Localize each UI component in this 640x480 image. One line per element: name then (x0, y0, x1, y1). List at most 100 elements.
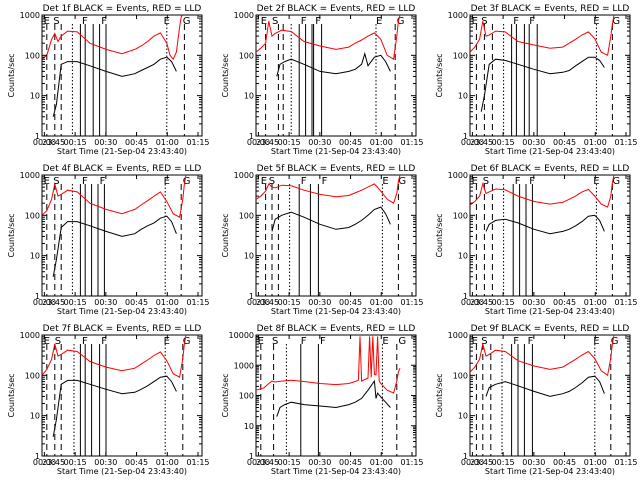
panel-title: Det 4f BLACK = Events, RED = LLD (43, 164, 202, 174)
panel-title: Det 2f BLACK = Events, RED = LLD (257, 4, 416, 14)
y-tick-label: 10 (458, 252, 468, 261)
x-tick-label: 01:15 (400, 458, 423, 467)
y-tick-label: 10 (458, 92, 468, 101)
y-tick-label: 100 (239, 392, 254, 401)
y-tick-label: 10000 (229, 331, 254, 340)
event-marker-label: F (101, 16, 107, 27)
x-axis-label: Start Time (21-Sep-04 23:43:40) (485, 467, 615, 476)
event-marker-label: E (164, 336, 170, 347)
event-marker-label: F (301, 336, 307, 347)
y-tick-label: 1000 (20, 171, 40, 180)
x-axis-label: Start Time (21-Sep-04 23:43:40) (485, 147, 615, 156)
events-rate-line (52, 215, 177, 277)
lld-rate-line (41, 14, 184, 61)
x-tick-label: 01:15 (400, 298, 423, 307)
y-tick-label: 10 (30, 92, 40, 101)
x-tick-label: 01:00 (370, 298, 393, 307)
event-marker-label: E (44, 16, 50, 27)
lld-rate-line (255, 336, 401, 394)
x-tick-label: 01:15 (186, 458, 209, 467)
y-tick-label: 100 (453, 371, 468, 380)
x-tick-label: 23:45 (470, 138, 493, 147)
events-rate-line (52, 375, 177, 437)
event-marker-label: G (183, 176, 191, 187)
event-marker-label: G (612, 176, 620, 187)
x-axis-label: Start Time (21-Sep-04 23:43:40) (57, 467, 187, 476)
x-tick-label: 00:15 (492, 458, 515, 467)
x-tick-label: 00:00 (461, 138, 484, 147)
x-tick-label: 00:00 (33, 138, 56, 147)
y-tick-label: 1000 (234, 171, 254, 180)
x-tick-label: 01:00 (584, 298, 607, 307)
x-tick-label: 00:30 (522, 138, 545, 147)
lld-rate-line (469, 14, 615, 57)
x-tick-label: 00:45 (339, 138, 362, 147)
plot-frame (41, 334, 203, 457)
x-tick-label: 00:15 (278, 458, 301, 467)
x-tick-label: 23:45 (42, 138, 65, 147)
y-tick-label: 1000 (234, 361, 254, 370)
y-tick-label: 100 (453, 51, 468, 60)
x-tick-label: 00:45 (553, 138, 576, 147)
y-tick-label: 1 (463, 452, 468, 461)
y-tick-label: 1 (463, 292, 468, 301)
x-tick-label: 01:15 (614, 298, 637, 307)
event-marker-label: F (529, 16, 535, 27)
event-marker-label: E (258, 336, 264, 347)
x-tick-label: 01:15 (400, 138, 423, 147)
event-marker-label: F (315, 16, 321, 27)
x-tick-label: 23:45 (470, 298, 493, 307)
x-tick-label: 01:15 (186, 298, 209, 307)
x-tick-label: 23:45 (42, 298, 65, 307)
event-marker-label: G (398, 336, 406, 347)
event-marker-label: E (44, 176, 50, 187)
x-tick-label: 23:45 (256, 458, 279, 467)
y-axis-label: Counts/sec (221, 53, 230, 97)
panel-title: Det 1f BLACK = Events, RED = LLD (43, 4, 202, 14)
event-marker-label: F (82, 16, 88, 27)
x-tick-label: 23:45 (256, 138, 279, 147)
x-tick-label: 00:00 (33, 458, 56, 467)
x-tick-label: 00:00 (461, 458, 484, 467)
plot-frame (41, 14, 203, 137)
event-marker-label: S (269, 176, 275, 187)
x-tick-label: 00:15 (64, 298, 87, 307)
x-tick-label: 00:00 (33, 298, 56, 307)
x-tick-label: 00:45 (125, 458, 148, 467)
event-marker-label: S (53, 16, 59, 27)
x-tick-label: 01:00 (156, 298, 179, 307)
x-tick-label: 00:00 (247, 298, 270, 307)
event-marker-label: E (472, 16, 478, 27)
events-rate-line (276, 379, 391, 417)
event-marker-label: E (164, 16, 170, 27)
event-marker-label: E (472, 176, 478, 187)
y-tick-label: 10 (30, 252, 40, 261)
event-marker-label: F (513, 16, 519, 27)
plot-frame (469, 174, 631, 297)
x-tick-label: 00:15 (492, 138, 515, 147)
x-tick-label: 01:00 (156, 458, 179, 467)
x-tick-label: 01:00 (370, 138, 393, 147)
event-marker-label: E (261, 16, 267, 27)
x-tick-label: 00:15 (278, 298, 301, 307)
x-tick-label: 00:30 (308, 138, 331, 147)
panel-title: Det 9f BLACK = Events, RED = LLD (471, 324, 630, 334)
panel-title: Det 5f BLACK = Events, RED = LLD (257, 164, 416, 174)
x-tick-label: 00:30 (308, 458, 331, 467)
x-tick-label: 00:15 (64, 458, 87, 467)
x-axis-label: Start Time (21-Sep-04 23:43:40) (57, 307, 187, 316)
panel-title: Det 8f BLACK = Events, RED = LLD (257, 324, 416, 334)
event-marker-label: S (53, 176, 59, 187)
x-axis-label: Start Time (21-Sep-04 23:43:40) (57, 147, 187, 156)
events-rate-line (52, 56, 177, 117)
x-axis-label: Start Time (21-Sep-04 23:43:40) (271, 467, 401, 476)
y-axis-label: Counts/sec (435, 373, 444, 417)
x-tick-label: 00:30 (94, 138, 117, 147)
lld-rate-line (469, 334, 615, 377)
